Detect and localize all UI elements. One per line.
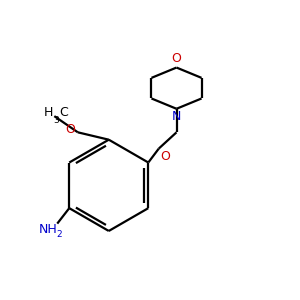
Text: 2: 2 xyxy=(57,230,62,239)
Text: NH: NH xyxy=(39,223,58,236)
Text: O: O xyxy=(172,52,182,65)
Text: H: H xyxy=(44,106,53,119)
Text: C: C xyxy=(59,106,68,119)
Text: N: N xyxy=(172,110,181,123)
Text: O: O xyxy=(160,150,170,163)
Text: O: O xyxy=(66,123,76,136)
Text: 3: 3 xyxy=(53,116,59,125)
